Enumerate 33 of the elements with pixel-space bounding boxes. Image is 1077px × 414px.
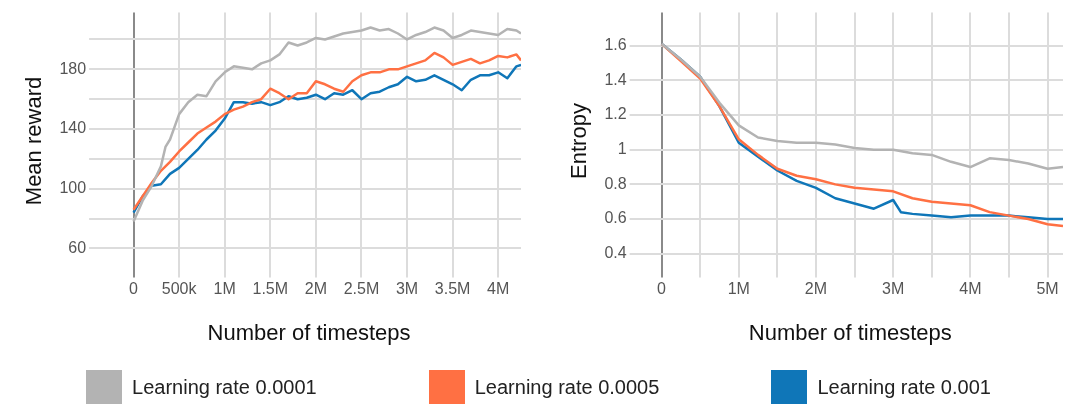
- y-tick-label: 1.2: [604, 105, 627, 123]
- y-axis-title: Mean reward: [21, 76, 47, 206]
- x-tick-label: 2M: [804, 280, 828, 298]
- y-tick-label: 60: [68, 238, 87, 256]
- y-tick-label: 100: [59, 179, 87, 197]
- x-axis-title: Number of timesteps: [207, 319, 411, 345]
- y-tick-label: 180: [59, 59, 87, 77]
- legend-label: Learning rate 0.0001: [132, 375, 317, 399]
- x-tick-label: 2.5M: [343, 280, 380, 298]
- x-tick-label: 2M: [304, 280, 327, 298]
- x-tick-label: 4M: [487, 280, 510, 298]
- x-axis-title: Number of timesteps: [748, 319, 952, 345]
- legend-label: Learning rate 0.0005: [474, 375, 660, 399]
- x-tick-label: 3.5M: [434, 280, 471, 298]
- x-tick-label: 500k: [161, 280, 198, 298]
- legend-label: Learning rate 0.001: [817, 375, 991, 399]
- x-tick-label: 4M: [959, 280, 982, 298]
- x-tick-label: 0: [657, 280, 667, 298]
- y-tick-label: 0.4: [604, 244, 627, 262]
- y-tick-label: 1.6: [604, 35, 627, 53]
- y-tick-label: 0.6: [604, 209, 627, 227]
- y-tick-label: 1.4: [604, 70, 627, 88]
- x-tick-label: 1M: [727, 280, 750, 298]
- x-tick-label: 5M: [1036, 280, 1059, 298]
- y-tick-label: 0.8: [604, 174, 627, 192]
- y-tick-label: 1: [617, 140, 627, 158]
- x-tick-label: 3M: [882, 280, 905, 298]
- x-tick-label: 1M: [213, 280, 236, 298]
- x-tick-label: 0: [129, 280, 139, 298]
- y-axis-title: Entropy: [566, 103, 592, 179]
- y-tick-label: 140: [59, 119, 87, 137]
- x-tick-label: 1.5M: [252, 280, 289, 298]
- x-tick-label: 3M: [395, 280, 419, 298]
